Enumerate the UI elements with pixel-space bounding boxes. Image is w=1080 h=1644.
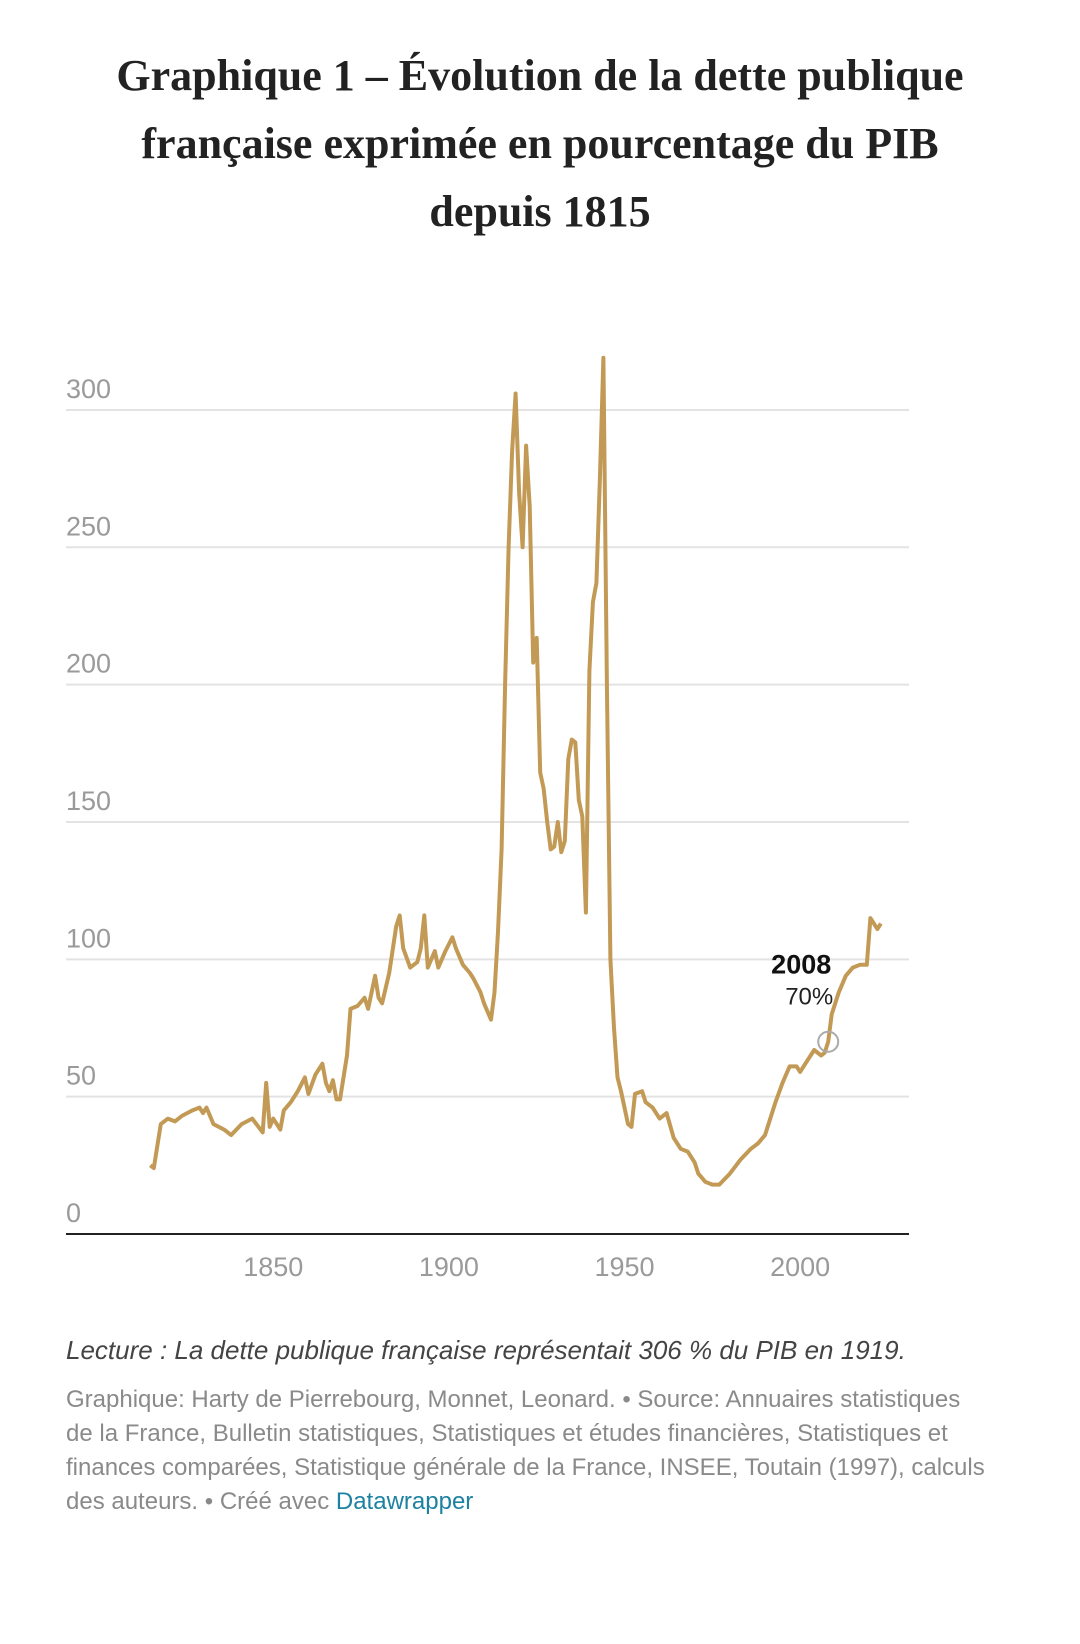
- y-tick-label: 150: [66, 786, 111, 816]
- x-tick-label: 1900: [419, 1252, 479, 1282]
- x-tick-label: 1850: [243, 1252, 303, 1282]
- credit-link[interactable]: Datawrapper: [335, 1488, 474, 1515]
- y-tick-label: 50: [66, 1061, 96, 1091]
- annotation-marker: [817, 1030, 840, 1053]
- y-tick-label: 100: [66, 923, 111, 953]
- annotation-value: 70%: [785, 984, 833, 1011]
- y-tick-label: 300: [66, 374, 111, 404]
- x-tick-label: 1950: [594, 1252, 654, 1282]
- data-line: [149, 355, 883, 1187]
- annotation-label: 2008: [771, 950, 831, 980]
- source-text: Graphique: Harty de Pierrebourg, Monnet,…: [66, 1386, 985, 1515]
- x-tick-label: 2000: [770, 1252, 830, 1282]
- chart-title: Graphique 1 – Évolution de la dette publ…: [116, 51, 964, 236]
- y-tick-label: 250: [66, 511, 111, 541]
- source: Graphique: Harty de Pierrebourg, Monnet,…: [66, 1383, 986, 1519]
- reading-note: Lecture : La dette publique française re…: [66, 1335, 906, 1365]
- y-tick-label: 200: [66, 649, 111, 679]
- y-tick-label: 0: [66, 1198, 81, 1228]
- chart: 0 50 100 150 200 250 300 1850 1900 1950 2000 2008 70…: [66, 355, 909, 1282]
